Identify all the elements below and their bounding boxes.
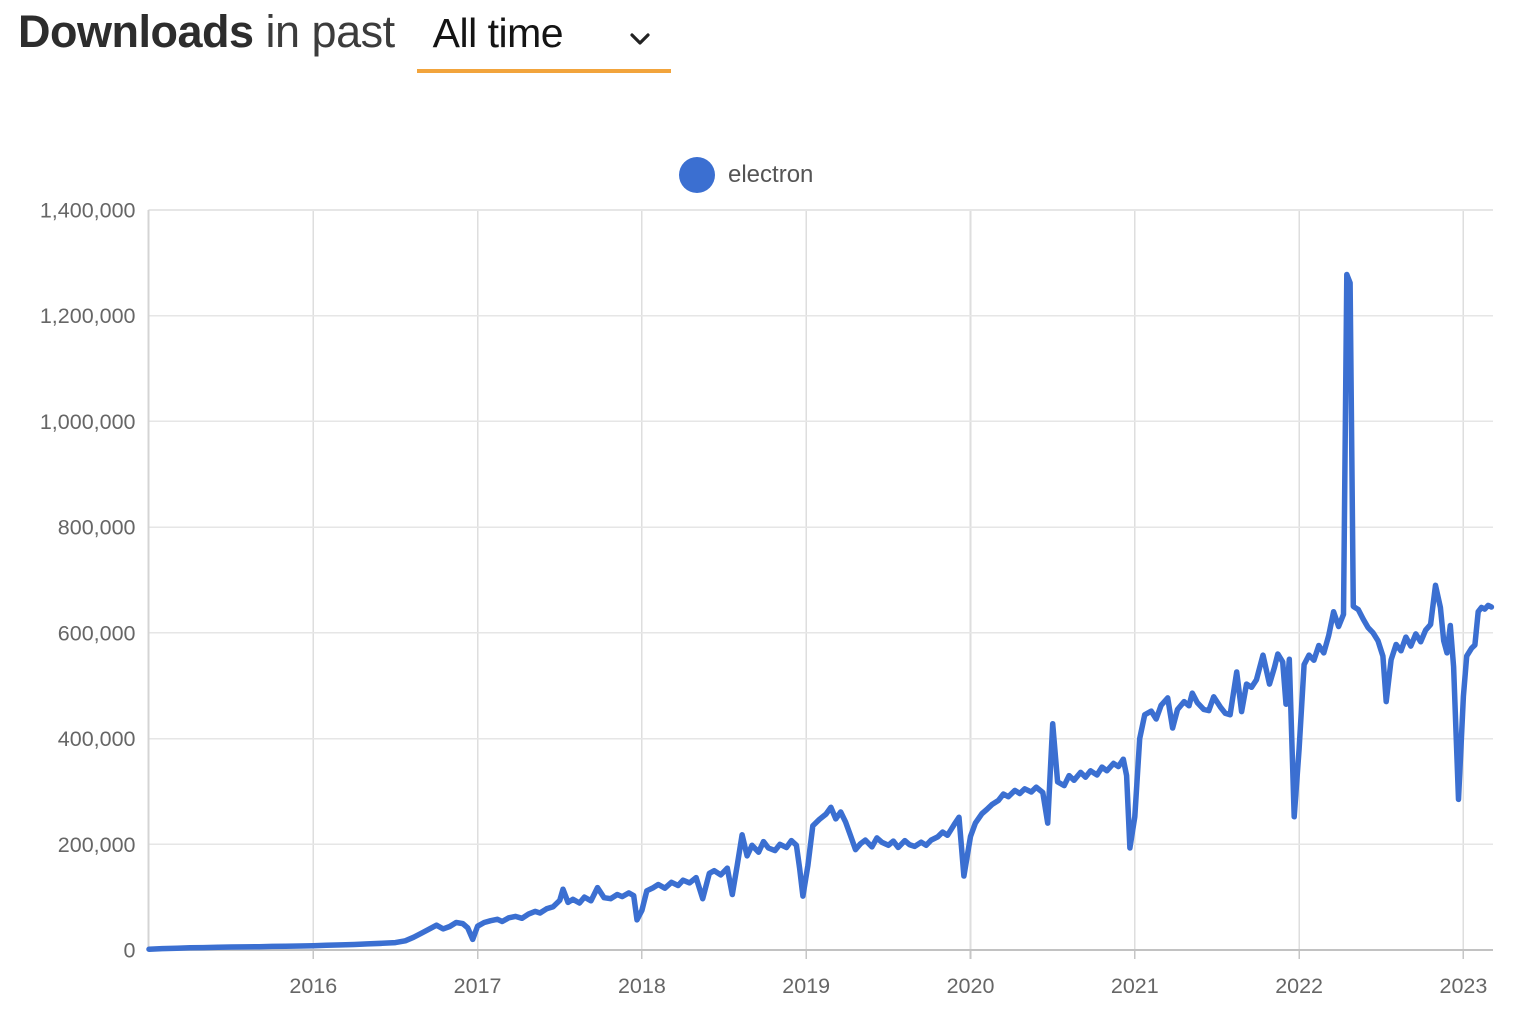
y-axis-label: 1,200,000 bbox=[40, 304, 136, 328]
y-axis-label: 800,000 bbox=[58, 516, 136, 540]
page-title: Downloads bbox=[18, 6, 254, 57]
y-axis-label: 0 bbox=[124, 939, 136, 963]
y-axis-label: 400,000 bbox=[58, 727, 136, 751]
page-title-suffix: in past bbox=[265, 6, 396, 57]
page-header: Downloads in past All time bbox=[18, 6, 671, 73]
chart-legend-item-electron[interactable]: electron bbox=[679, 157, 813, 193]
x-axis-label: 2020 bbox=[947, 974, 995, 998]
y-axis-label: 1,400,000 bbox=[40, 199, 136, 223]
y-axis-label: 1,000,000 bbox=[40, 410, 136, 434]
time-range-value: All time bbox=[432, 10, 564, 56]
x-axis-label: 2017 bbox=[454, 974, 502, 998]
y-axis-label: 600,000 bbox=[58, 621, 136, 645]
chevron-down-icon bbox=[629, 22, 651, 46]
x-axis-label: 2016 bbox=[289, 974, 337, 998]
electron-series-line bbox=[146, 271, 1495, 952]
x-axis-label: 2023 bbox=[1440, 974, 1488, 998]
x-axis-label: 2019 bbox=[782, 974, 830, 998]
x-axis-label: 2018 bbox=[618, 974, 666, 998]
x-axis-label: 2022 bbox=[1275, 974, 1323, 998]
x-axis-label: 2021 bbox=[1111, 974, 1159, 998]
y-axis-label: 200,000 bbox=[58, 833, 136, 857]
series-marker-icon bbox=[679, 157, 715, 193]
time-range-dropdown[interactable]: All time bbox=[416, 10, 671, 73]
series-label: electron bbox=[728, 161, 814, 188]
